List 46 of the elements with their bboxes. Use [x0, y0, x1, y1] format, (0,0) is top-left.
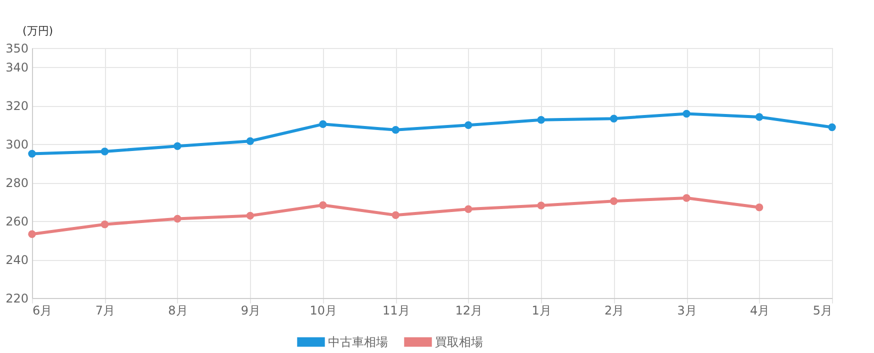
- point: [246, 137, 254, 145]
- x-tick-label: 8月: [168, 304, 188, 318]
- point: [246, 212, 254, 220]
- x-tick-label: 10月: [310, 304, 338, 318]
- point: [828, 123, 836, 132]
- x-tick-label: 11月: [382, 304, 410, 318]
- point: [537, 202, 545, 210]
- y-axis-title: (万円): [22, 24, 54, 38]
- y-tick-label: 240: [6, 253, 28, 268]
- y-tick-label: 280: [6, 176, 28, 190]
- point: [28, 230, 36, 238]
- point: [28, 150, 36, 158]
- x-tick-label: 6月: [32, 304, 52, 318]
- y-tick-label: 300: [6, 138, 28, 152]
- y-tick-label: 340: [6, 60, 28, 75]
- point: [610, 114, 618, 122]
- point: [174, 214, 182, 223]
- x-tick-label: 12月: [455, 304, 483, 318]
- x-tick-label: 7月: [95, 304, 116, 318]
- point: [100, 220, 109, 228]
- point: [174, 142, 182, 150]
- x-tick-label: 4月: [750, 304, 770, 318]
- point: [755, 204, 764, 212]
- point: [392, 126, 400, 134]
- x-tick-label: 1月: [532, 304, 552, 318]
- y-tick-label: 350: [6, 42, 28, 56]
- y-tick-label: 220: [6, 292, 28, 306]
- point: [537, 116, 545, 124]
- x-tick-label: 3月: [677, 304, 697, 318]
- point: [464, 205, 472, 214]
- legend-label: 中古車相場: [328, 335, 388, 349]
- point: [319, 120, 327, 128]
- x-tick-label: 9月: [240, 304, 260, 318]
- point: [682, 110, 690, 118]
- x-tick-label: 5月: [812, 304, 832, 318]
- legend-label: 買取相場: [435, 335, 483, 349]
- y-tick-label: 260: [6, 214, 28, 229]
- y-tick-label: 320: [6, 99, 28, 114]
- point: [392, 211, 400, 219]
- x-tick-label: 2月: [604, 304, 624, 318]
- point: [464, 121, 472, 129]
- point: [319, 201, 327, 209]
- point: [682, 194, 690, 202]
- point: [100, 148, 109, 156]
- point: [755, 113, 764, 121]
- point: [610, 197, 618, 205]
